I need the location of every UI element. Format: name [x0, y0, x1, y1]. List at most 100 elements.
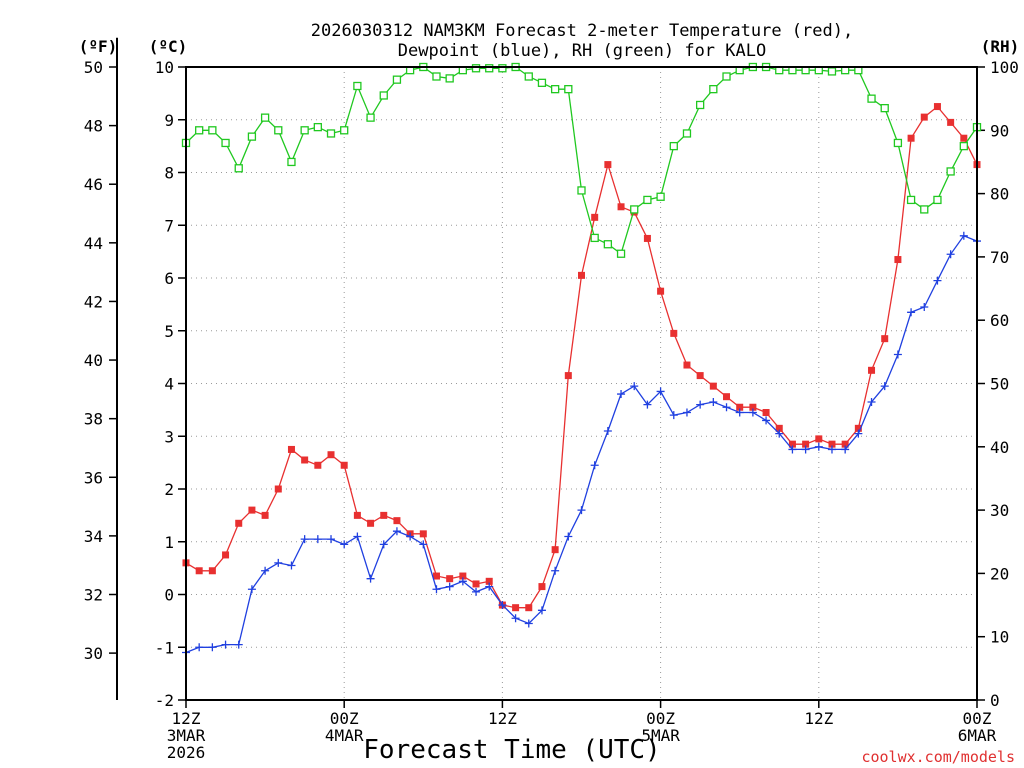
fahrenheit-unit-label: (ºF) [79, 37, 118, 56]
data-point [287, 157, 296, 167]
data-point [616, 249, 626, 258]
data-point [617, 203, 625, 211]
celsius-tick-label: 2 [164, 480, 174, 499]
data-point [683, 361, 691, 369]
data-point [247, 585, 256, 594]
series-dewpoint [182, 231, 981, 657]
data-point [657, 287, 665, 295]
data-point [301, 456, 309, 464]
data-point [195, 567, 203, 575]
data-point [353, 511, 361, 519]
data-point [814, 442, 823, 451]
chart-title-line2: Dewpoint (blue), RH (green) for KALO [398, 41, 766, 61]
data-point [380, 511, 388, 519]
data-point [643, 234, 651, 242]
celsius-tick-label: 3 [164, 427, 174, 446]
celsius-tick-label: 7 [164, 216, 174, 235]
data-point [512, 604, 520, 612]
data-point [604, 161, 612, 169]
data-point [261, 511, 269, 519]
celsius-tick-label: 10 [155, 58, 174, 77]
data-point [656, 192, 665, 201]
x-tick-year-label: 2026 [167, 743, 206, 762]
x-tick-label: 00Z [330, 709, 359, 728]
rh-tick-label: 40 [990, 438, 1009, 457]
data-point [327, 451, 335, 459]
data-point [643, 400, 652, 409]
data-point [485, 582, 494, 591]
x-tick-date-label: 3MAR [167, 726, 206, 745]
data-point [841, 445, 850, 454]
data-point [485, 577, 493, 585]
fahrenheit-tick-label: 38 [84, 410, 103, 429]
data-point [775, 424, 783, 432]
data-point [551, 546, 559, 554]
data-point [907, 134, 915, 142]
data-point [920, 113, 928, 121]
fahrenheit-tick-label: 46 [84, 175, 103, 194]
data-point [353, 532, 362, 541]
data-point [564, 372, 572, 380]
data-point [260, 113, 270, 122]
data-point [946, 167, 955, 176]
data-point [656, 387, 665, 396]
data-point [696, 400, 705, 409]
data-point [419, 540, 428, 549]
data-point [933, 195, 942, 205]
data-point [485, 64, 494, 73]
fahrenheit-tick-label: 48 [84, 117, 103, 136]
rh-unit-label: (RH) [981, 37, 1020, 56]
data-point [234, 164, 243, 173]
data-point [564, 85, 573, 94]
data-point [907, 308, 916, 317]
data-point [392, 527, 401, 536]
data-point [300, 535, 309, 544]
data-point [762, 416, 771, 425]
data-point [815, 435, 823, 443]
celsius-tick-label: 8 [164, 164, 174, 183]
data-point [221, 138, 230, 148]
data-point [314, 461, 322, 469]
data-point [749, 403, 757, 411]
celsius-tick-label: -1 [155, 638, 174, 657]
data-point [379, 91, 388, 100]
data-point [498, 64, 507, 73]
data-point [537, 78, 547, 87]
data-point [682, 408, 691, 417]
data-point [920, 205, 929, 214]
data-point [379, 540, 388, 549]
x-tick-label: 00Z [963, 709, 992, 728]
data-point [590, 461, 599, 470]
data-point [419, 530, 427, 538]
fahrenheit-tick-label: 32 [84, 586, 103, 605]
x-tick-label: 12Z [488, 709, 517, 728]
data-point [696, 100, 705, 110]
data-point [709, 397, 718, 406]
x-tick-label: 12Z [804, 709, 833, 728]
rh-tick-label: 70 [990, 248, 1009, 267]
data-point [867, 397, 876, 406]
data-point [261, 566, 270, 575]
data-point [959, 141, 968, 151]
data-point [208, 643, 217, 652]
data-point [392, 75, 402, 84]
fahrenheit-tick-label: 30 [84, 644, 103, 663]
fahrenheit-tick-label: 36 [84, 468, 103, 487]
data-point [550, 85, 560, 94]
data-point [894, 256, 902, 264]
data-point [195, 126, 204, 135]
x-tick-label: 12Z [172, 709, 201, 728]
data-point [208, 567, 216, 575]
data-point [366, 113, 375, 122]
data-point [868, 366, 876, 374]
x-tick-label: 00Z [646, 709, 675, 728]
fahrenheit-tick-label: 34 [84, 527, 103, 546]
data-point [221, 640, 230, 649]
data-point [854, 424, 862, 432]
data-point [827, 445, 836, 454]
data-point [946, 250, 955, 259]
data-point [682, 129, 692, 138]
data-point [300, 126, 309, 135]
data-point [340, 540, 349, 549]
